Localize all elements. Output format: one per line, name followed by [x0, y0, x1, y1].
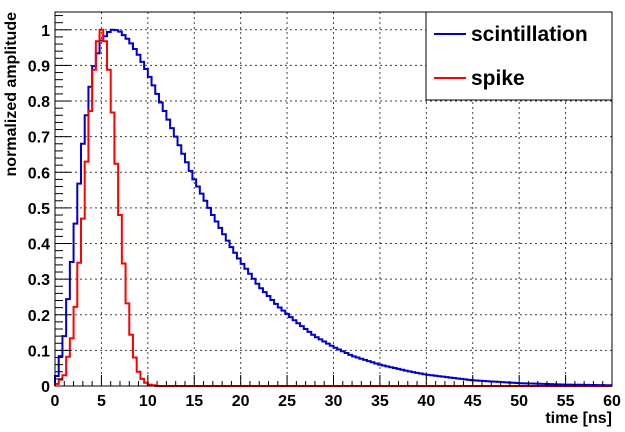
legend-label-spike: spike [471, 67, 525, 90]
x-tick-label: 5 [97, 393, 106, 410]
legend: scintillation spike [425, 11, 613, 101]
x-tick-label: 55 [557, 393, 575, 410]
x-tick-label: 30 [325, 393, 343, 410]
y-tick-label: 0.9 [28, 58, 50, 75]
x-tick-label: 45 [464, 393, 482, 410]
y-tick-label: 0.6 [28, 165, 50, 182]
x-tick-label: 35 [371, 393, 389, 410]
y-tick-labels: 0 0.1 0.2 0.3 0.4 0.5 0.6 0.7 0.8 0.9 1 [28, 23, 50, 396]
y-tick-label: 0.1 [28, 343, 50, 360]
y-tick-label: 0.5 [28, 201, 50, 218]
x-axis-title: time [ns] [545, 410, 612, 427]
x-tick-label: 50 [510, 393, 528, 410]
legend-box [425, 11, 613, 101]
legend-label-scintillation: scintillation [471, 23, 588, 46]
axis-ticks [54, 15, 613, 387]
y-tick-label: 0.2 [28, 308, 50, 325]
y-tick-label: 1 [41, 23, 50, 40]
y-tick-label: 0.3 [28, 272, 50, 289]
x-tick-label: 10 [139, 393, 157, 410]
x-tick-labels: 0 5 10 15 20 25 30 35 40 45 50 55 60 [51, 393, 621, 410]
y-tick-label: 0.8 [28, 94, 50, 111]
y-tick-label: 0 [41, 379, 50, 396]
x-tick-label: 40 [417, 393, 435, 410]
grid [55, 12, 612, 386]
y-axis-title: normalized amplitude [3, 12, 20, 177]
x-tick-label: 15 [185, 393, 203, 410]
x-tick-label: 25 [278, 393, 296, 410]
y-tick-label: 0.7 [28, 130, 50, 147]
x-tick-label: 60 [603, 393, 621, 410]
x-tick-label: 0 [51, 393, 60, 410]
x-tick-label: 20 [232, 393, 250, 410]
y-tick-label: 0.4 [28, 237, 50, 254]
